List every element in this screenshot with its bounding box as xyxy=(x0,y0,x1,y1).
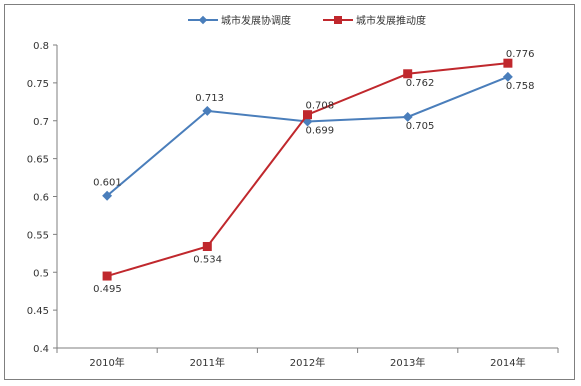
data-point xyxy=(102,190,113,201)
legend-entry-series-2: 城市发展推动度 xyxy=(323,14,426,27)
data-label: 0.534 xyxy=(193,254,222,265)
y-tick-label: 0.45 xyxy=(27,306,49,317)
x-tick-label: 2014年 xyxy=(490,356,525,369)
x-tick-label: 2010年 xyxy=(89,356,124,369)
x-tick-label: 2011年 xyxy=(190,356,225,369)
chart-frame: 城市发展协调度 城市发展推动度 0.4 0.45 0.5 0.55 0.6 0.65 0.7… xyxy=(4,4,575,380)
data-label-layer: 0.601 0.713 0.699 0.705 0.758 0.495 0.534 0.708… xyxy=(93,49,534,295)
data-label: 0.699 xyxy=(306,126,335,137)
data-label: 0.705 xyxy=(406,121,435,132)
data-label: 0.758 xyxy=(506,81,535,92)
data-point xyxy=(202,241,212,251)
data-label: 0.762 xyxy=(406,78,435,89)
legend-label-series-1: 城市发展协调度 xyxy=(221,14,291,27)
y-tick-label: 0.4 xyxy=(33,344,49,355)
data-point xyxy=(303,110,312,120)
series-line-2 xyxy=(106,62,509,277)
x-axis: 2010年 2011年 2012年 2013年 2014年 xyxy=(56,347,559,369)
y-tick-label: 0.6 xyxy=(33,193,49,204)
legend-label-series-2: 城市发展推动度 xyxy=(356,14,426,27)
y-tick-label: 0.7 xyxy=(33,117,49,128)
y-tick-label: 0.75 xyxy=(27,79,49,90)
data-label: 0.776 xyxy=(506,49,535,60)
data-label: 0.708 xyxy=(306,101,335,112)
data-point xyxy=(102,271,112,281)
data-label: 0.601 xyxy=(93,178,122,189)
data-label: 0.495 xyxy=(93,284,122,295)
data-point xyxy=(202,105,213,116)
data-point xyxy=(503,58,513,68)
data-point xyxy=(403,69,413,79)
series-2 xyxy=(102,58,513,281)
x-tick-label: 2012年 xyxy=(290,356,325,369)
line-chart: 城市发展协调度 城市发展推动度 0.4 0.45 0.5 0.55 0.6 0.65 0.7… xyxy=(27,14,559,369)
legend-entry-series-1: 城市发展协调度 xyxy=(188,14,291,27)
data-label: 0.713 xyxy=(195,93,224,104)
legend-marker-series-1 xyxy=(198,15,208,25)
y-tick-label: 0.5 xyxy=(33,268,49,279)
y-axis: 0.4 0.45 0.5 0.55 0.6 0.65 0.7 0.75 0.8 xyxy=(27,41,58,355)
x-tick-label: 2013年 xyxy=(390,356,425,369)
y-tick-label: 0.8 xyxy=(33,41,49,52)
y-tick-label: 0.65 xyxy=(27,155,49,166)
y-tick-label: 0.55 xyxy=(27,230,49,241)
legend-marker-series-2 xyxy=(334,16,342,24)
series-layer xyxy=(102,58,513,281)
legend: 城市发展协调度 城市发展推动度 xyxy=(188,14,426,27)
